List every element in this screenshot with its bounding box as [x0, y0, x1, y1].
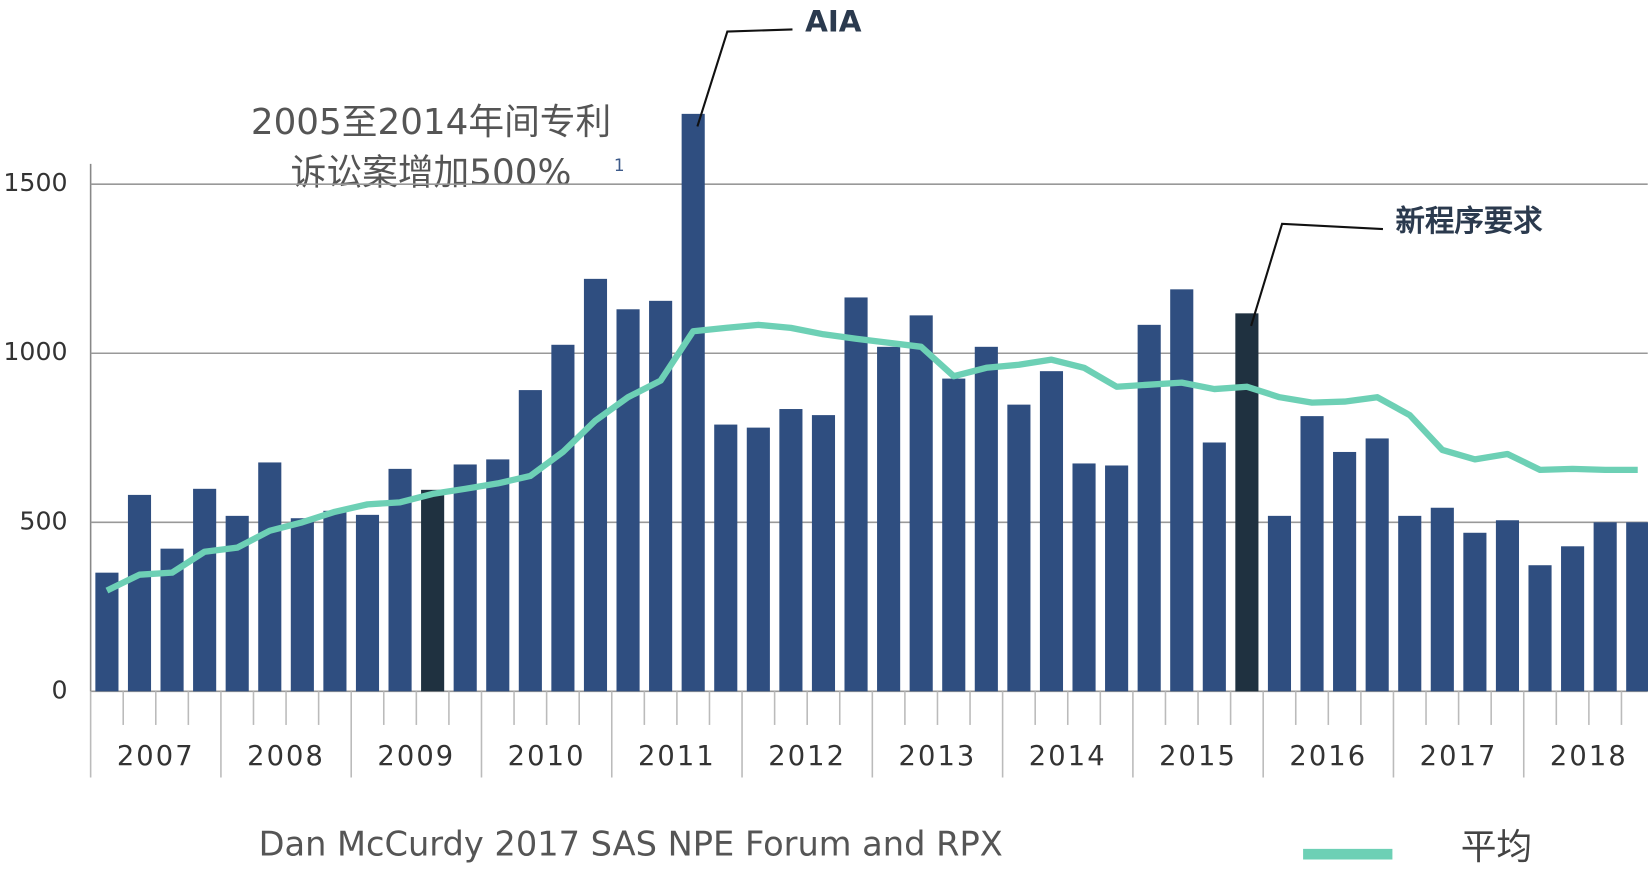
bar: [486, 459, 510, 692]
y-tick-label: 500: [19, 506, 67, 535]
bar: [1300, 416, 1324, 692]
bar: [909, 315, 933, 692]
bar: [1072, 463, 1096, 692]
bar: [1137, 324, 1161, 692]
bar: [681, 113, 705, 692]
source: Dan McCurdy 2017 SAS NPE Forum and RPX: [259, 824, 1003, 863]
bar: [1398, 515, 1422, 692]
x-tick-label: 2015: [1159, 741, 1237, 772]
bar: [1528, 565, 1552, 692]
average-line: [105, 321, 1638, 594]
x-tick-label: 2016: [1289, 741, 1367, 772]
bar: [421, 489, 445, 692]
bar: [388, 468, 412, 692]
bar: [1170, 289, 1194, 692]
bar: [160, 548, 184, 692]
bar: [1626, 522, 1648, 692]
bar: [1430, 507, 1454, 692]
bar: [551, 344, 575, 692]
bar: [323, 510, 347, 692]
bar: [225, 515, 249, 692]
bar: [1267, 515, 1292, 692]
bar: [1561, 546, 1585, 692]
bar: [714, 424, 738, 692]
bar: [974, 346, 998, 692]
bar: [1202, 442, 1226, 692]
note-superscript: 1: [614, 155, 625, 175]
bar: [746, 427, 770, 692]
note-line: 2005至2014年间专利: [251, 102, 611, 143]
y-tick-label: 1000: [3, 337, 67, 366]
x-tick-label: 2012: [768, 741, 846, 772]
note-line: 诉讼案增加500%: [291, 152, 572, 193]
bar: [95, 572, 119, 692]
x-tick-label: 2007: [117, 741, 195, 772]
bar: [616, 309, 640, 692]
bar: [1495, 520, 1520, 692]
bar: [1105, 465, 1129, 692]
bar: [290, 518, 314, 692]
annotation: 新程序要求: [1396, 204, 1544, 238]
x-tick-label: 2010: [508, 741, 586, 772]
x-tick-label: 2013: [899, 741, 977, 772]
bar: [258, 462, 282, 692]
bar: [127, 494, 152, 692]
bar: [844, 297, 868, 692]
bar: [193, 488, 217, 692]
leader-line: [696, 28, 793, 127]
x-tick-label: 2018: [1550, 741, 1628, 772]
bar: [518, 390, 542, 692]
bar: [1007, 404, 1031, 692]
bar: [811, 415, 836, 692]
x-tick-label: 2011: [638, 741, 716, 772]
bar: [877, 346, 901, 692]
y-tick-label: 1500: [3, 168, 67, 197]
bar: [942, 378, 966, 692]
x-tick-label: 2008: [247, 741, 325, 772]
annotation: AIA: [805, 5, 862, 39]
y-tick-label: 0: [51, 675, 67, 704]
bar: [649, 300, 673, 692]
x-tick-label: 2017: [1420, 741, 1498, 772]
bar: [1333, 451, 1357, 692]
bar: [355, 514, 380, 692]
x-tick-label: 2014: [1029, 741, 1107, 772]
legend-label: 平均: [1461, 827, 1532, 868]
bar: [453, 464, 477, 692]
bar: [1235, 313, 1259, 692]
bar: [1039, 371, 1064, 692]
bar: [1463, 532, 1487, 692]
bar: [779, 409, 803, 692]
bar: [1365, 438, 1389, 692]
x-tick-label: 2009: [377, 741, 455, 772]
bar: [583, 278, 608, 692]
leader-line: [1250, 222, 1384, 327]
bar: [1593, 522, 1617, 692]
